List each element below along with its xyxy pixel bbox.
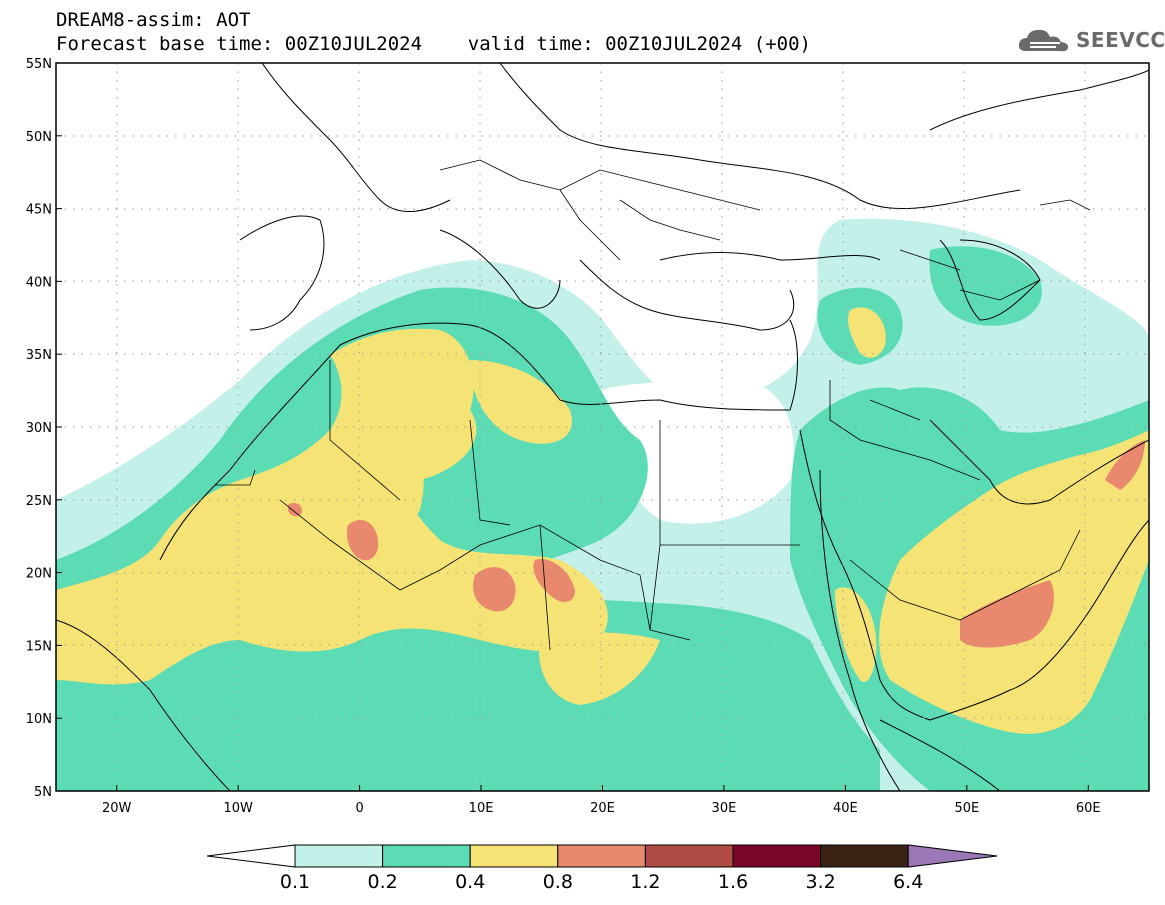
colorbar-under-arrow [206,844,296,868]
lat-tick-label: 50N [26,130,52,145]
aot-band-0.2 [56,287,880,791]
lat-tick-label: 5N [34,785,52,800]
lat-tick-label: 30N [26,421,52,436]
logo-text: SEEVCCC [1076,28,1165,52]
aot-band-0.4-libya [470,360,572,444]
lon-tick-label: 20E [590,801,615,816]
lon-tick-label: 30E [712,801,737,816]
lat-tick-label: 45N [26,203,52,218]
aot-band-0.4-iraq [847,307,886,358]
aot-band-0.4-redsea [835,587,877,682]
lon-tick-label: 10W [223,801,253,816]
lon-tick-label: 40E [833,801,858,816]
lat-tick-label: 25N [26,494,52,509]
colorbar-segment [382,844,471,868]
gridlines [56,63,1149,791]
aot-band-0.8-iran [1105,440,1145,490]
aot-band-0.8-arabia [960,580,1054,648]
chart-title: DREAM8-assim: AOT [56,9,251,31]
lon-tick-label: 20W [102,801,132,816]
lat-tick-label: 15N [26,639,52,654]
colorbar-label: 0.1 [280,871,310,893]
lon-tick-label: 10E [469,801,494,816]
latitude-axis: 5N 10N 15N 20N 25N 30N 35N 40N 45N 50N 55N [26,57,62,800]
lon-tick-label: 0 [355,801,363,816]
coastlines [56,63,1149,791]
lat-tick-label: 10N [26,712,52,727]
colorbar-segment [557,844,646,868]
aot-clear-egypt [600,381,794,524]
lat-tick-label: 20N [26,567,52,582]
colorbar-label: 0.2 [367,871,397,893]
colorbar-label: 6.4 [893,871,923,893]
aot-band-0.4-algeria [299,407,424,556]
lat-tick-label: 35N [26,348,52,363]
aot-contours [56,63,1149,791]
colorbar: 0.1 0.2 0.4 0.8 1.2 1.6 3.2 6.4 [206,844,998,893]
aot-band-0.8-mali [346,520,379,561]
aot-band-0.8-western [288,502,303,517]
aot-band-0.4-chad [539,632,660,705]
lon-tick-label: 50E [954,801,979,816]
colorbar-label: 3.2 [805,871,835,893]
colorbar-label: 0.4 [455,871,485,893]
colorbar-segment [644,844,734,868]
colorbar-segment [820,844,909,868]
colorbar-segment [732,844,822,868]
colorbar-segment [294,844,384,868]
country-borders [215,159,1091,651]
lon-tick-label: 60E [1076,801,1101,816]
colorbar-over-arrow [907,844,998,868]
colorbar-segment [469,844,559,868]
lat-tick-label: 40N [26,275,52,290]
aot-band-0.8-niger [473,567,516,612]
longitude-axis: 20W 10W 0 10E 20E 30E 40E 50E 60E [102,785,1101,816]
colorbar-label: 0.8 [543,871,573,893]
forecast-time-line: Forecast base time: 00Z10JUL2024 valid t… [56,33,811,55]
colorbar-label: 1.2 [630,871,660,893]
lat-tick-label: 55N [26,57,52,72]
colorbar-label: 1.6 [718,871,748,893]
seevccc-logo: SEEVCCC [1016,23,1165,57]
aot-band-0.2-caspian [929,246,1042,326]
aot-band-0.4-arabia [879,430,1149,734]
cloud-icon [1018,29,1069,52]
